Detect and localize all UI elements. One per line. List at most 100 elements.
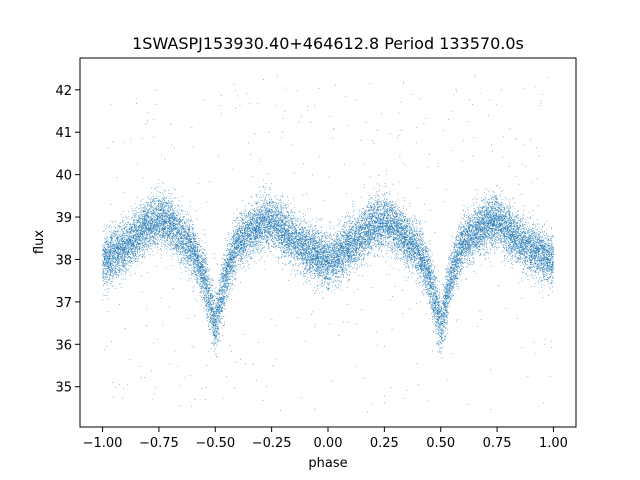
- data-point: [190, 258, 192, 259]
- data-point: [369, 209, 371, 210]
- data-point: [292, 234, 293, 236]
- data-point: [291, 227, 293, 229]
- data-point: [283, 224, 284, 225]
- data-point: [526, 225, 528, 227]
- data-point: [116, 268, 118, 270]
- data-point: [168, 228, 169, 229]
- data-point: [321, 219, 323, 221]
- data-point: [417, 248, 419, 250]
- data-point: [124, 142, 125, 144]
- data-point: [546, 269, 547, 271]
- data-point: [204, 270, 206, 271]
- data-point: [206, 296, 208, 297]
- data-point: [531, 266, 533, 268]
- data-point: [157, 187, 159, 189]
- data-point: [257, 217, 259, 218]
- data-point: [127, 232, 129, 233]
- data-point: [471, 232, 473, 234]
- data-point: [472, 104, 474, 106]
- data-point: [300, 233, 301, 234]
- data-point: [368, 221, 370, 223]
- data-point: [338, 224, 340, 226]
- data-point: [422, 245, 423, 246]
- data-point: [342, 246, 344, 248]
- data-point: [478, 208, 480, 210]
- data-point: [247, 233, 249, 235]
- data-point: [489, 217, 490, 218]
- data-point: [205, 278, 207, 279]
- data-point: [278, 232, 280, 234]
- data-point: [345, 246, 347, 248]
- data-point: [230, 262, 232, 263]
- data-point: [222, 303, 224, 305]
- data-point: [493, 224, 494, 226]
- data-point: [346, 269, 348, 270]
- data-point: [283, 216, 285, 218]
- data-point: [412, 255, 414, 257]
- data-point: [463, 243, 464, 245]
- data-point: [436, 319, 437, 320]
- data-point: [139, 235, 141, 236]
- data-point: [445, 287, 447, 289]
- data-point: [354, 251, 356, 252]
- data-point: [118, 261, 120, 262]
- data-point: [288, 254, 290, 256]
- data-point: [440, 326, 441, 328]
- data-point: [451, 278, 453, 279]
- data-point: [498, 285, 499, 287]
- data-point: [231, 299, 232, 300]
- data-point: [367, 239, 369, 241]
- data-point: [431, 254, 433, 255]
- data-point: [217, 305, 219, 307]
- data-point: [121, 273, 123, 275]
- data-point: [504, 232, 506, 234]
- data-point: [398, 221, 400, 223]
- data-point: [504, 231, 506, 233]
- data-point: [194, 259, 196, 261]
- data-point: [120, 226, 122, 228]
- data-point: [536, 219, 538, 221]
- data-point: [378, 206, 379, 208]
- data-point: [354, 235, 356, 237]
- data-point: [368, 213, 370, 215]
- data-point: [417, 248, 419, 249]
- data-point: [193, 258, 195, 260]
- data-point: [503, 230, 505, 231]
- data-point: [505, 226, 507, 227]
- data-point: [137, 232, 139, 234]
- data-point: [284, 246, 285, 247]
- data-point: [262, 207, 263, 208]
- data-point: [542, 248, 543, 250]
- data-point: [425, 243, 427, 244]
- data-point: [483, 206, 484, 208]
- data-point: [415, 243, 417, 244]
- data-point: [504, 240, 505, 242]
- data-point: [481, 200, 483, 201]
- data-point: [547, 240, 549, 242]
- data-point: [422, 249, 423, 250]
- data-point: [279, 231, 281, 232]
- data-point: [265, 211, 267, 213]
- data-point: [170, 221, 171, 223]
- data-point: [306, 235, 307, 237]
- data-point: [455, 247, 457, 249]
- data-point: [121, 255, 122, 257]
- data-point: [356, 251, 357, 253]
- data-point: [156, 243, 158, 244]
- data-point: [461, 245, 463, 246]
- data-point: [458, 243, 459, 244]
- data-point: [478, 237, 480, 238]
- data-point: [260, 212, 262, 214]
- data-point: [227, 263, 229, 264]
- data-point: [468, 223, 470, 225]
- data-point: [237, 235, 238, 236]
- data-point: [200, 283, 201, 285]
- data-point: [123, 241, 124, 243]
- data-point: [110, 267, 112, 268]
- data-point: [293, 242, 295, 243]
- data-point: [516, 245, 517, 246]
- data-point: [278, 257, 280, 259]
- data-point: [453, 259, 455, 261]
- data-point: [150, 216, 152, 218]
- data-point: [326, 231, 327, 233]
